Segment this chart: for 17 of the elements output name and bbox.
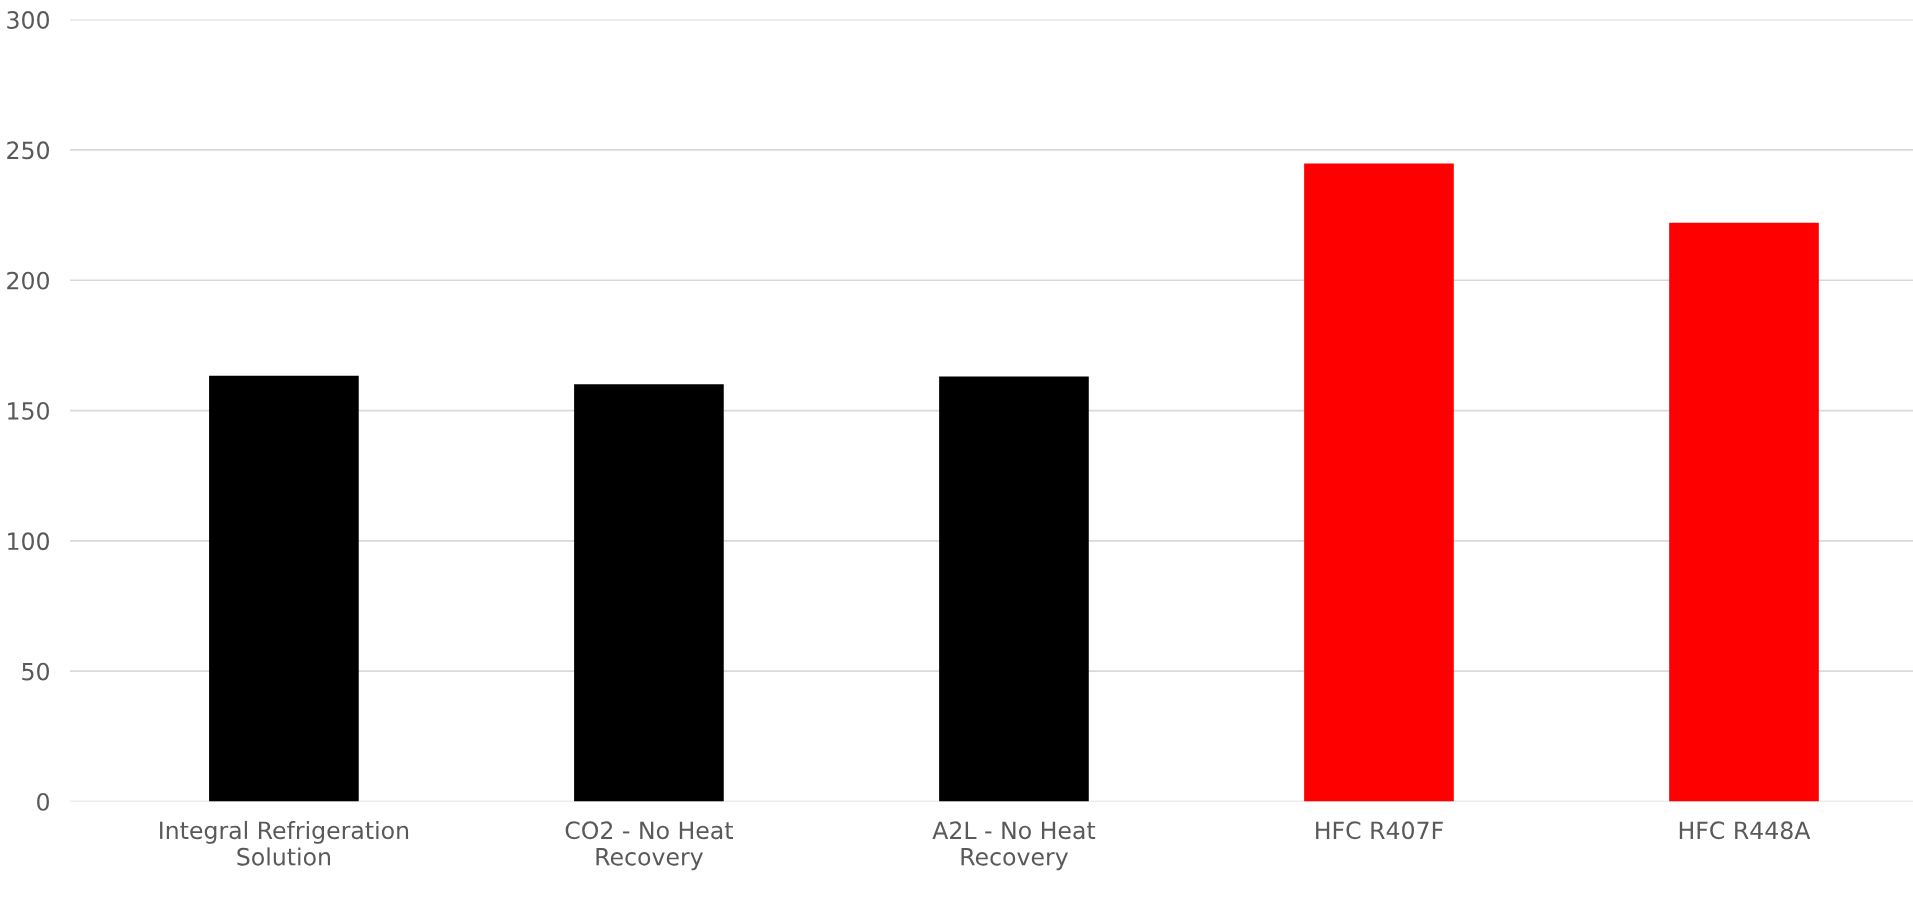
y-tick-label: 0: [37, 792, 49, 811]
x-tick-label: HFC R448A: [1679, 821, 1811, 840]
y-tick-label: 150: [8, 402, 49, 420]
x-tick-label: HFC R407F: [1316, 821, 1443, 840]
bar: [939, 376, 1089, 802]
bar: [574, 384, 724, 802]
y-tick-label: 250: [7, 141, 49, 160]
x-tick-label: A2L - No Heat Recovery: [932, 821, 1096, 871]
x-tick-label: Integral Refrigeration Solution: [160, 820, 409, 866]
y-tick-label: 200: [7, 271, 49, 290]
y-tick-label: 100: [8, 532, 49, 551]
bar: [1669, 222, 1819, 802]
y-tick-label: 50: [22, 662, 49, 681]
y-tick-label: 300: [7, 11, 49, 29]
bar: [209, 375, 359, 802]
x-tick-label: CO2 - No Heat Recovery: [565, 821, 733, 871]
bar: [1304, 163, 1454, 802]
